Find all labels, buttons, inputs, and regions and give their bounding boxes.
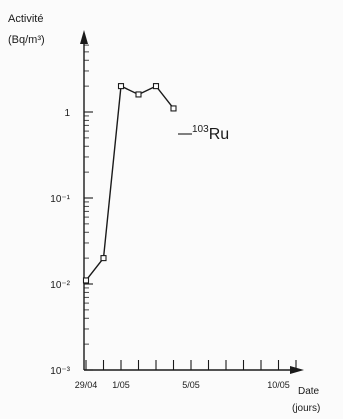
x-tick-label: 5/05 [182, 380, 200, 390]
x-axis-label-line1: Date [298, 386, 320, 397]
y-axis-label-line1: Activité [8, 13, 43, 25]
data-point-marker [170, 105, 177, 112]
y-axis-arrow-icon [80, 30, 88, 44]
series-label-mass: 103 [192, 124, 209, 135]
y-tick-label: 1 [64, 108, 70, 119]
series-label-symbol: Ru [209, 126, 229, 143]
x-axis-label-line2: (jours) [292, 403, 320, 414]
series-line [85, 85, 175, 281]
y-axis-label-line2: (Bq/m³) [8, 34, 45, 46]
data-point-marker [117, 83, 125, 90]
x-tick-label: 29/04 [75, 380, 98, 390]
series-group [82, 83, 177, 284]
series-label: 103Ru [192, 124, 229, 143]
x-tick-label: 1/05 [112, 380, 130, 390]
x-tick-label: 10/05 [267, 380, 290, 390]
y-major-ticks: 10⁻³ 10⁻² 10⁻¹ 1 [50, 108, 93, 377]
y-tick-label: 10⁻² [50, 280, 70, 291]
x-ticks: 29/04 1/05 5/05 10/05 [75, 360, 297, 390]
y-minor-ticks [84, 44, 89, 345]
x-axis-arrow-icon [290, 366, 304, 374]
data-point-marker [152, 83, 160, 90]
y-tick-label: 10⁻¹ [50, 194, 70, 205]
data-point-marker [135, 91, 142, 98]
data-point-marker [100, 255, 107, 262]
y-tick-label: 10⁻³ [50, 366, 70, 377]
data-point-marker [82, 277, 90, 284]
